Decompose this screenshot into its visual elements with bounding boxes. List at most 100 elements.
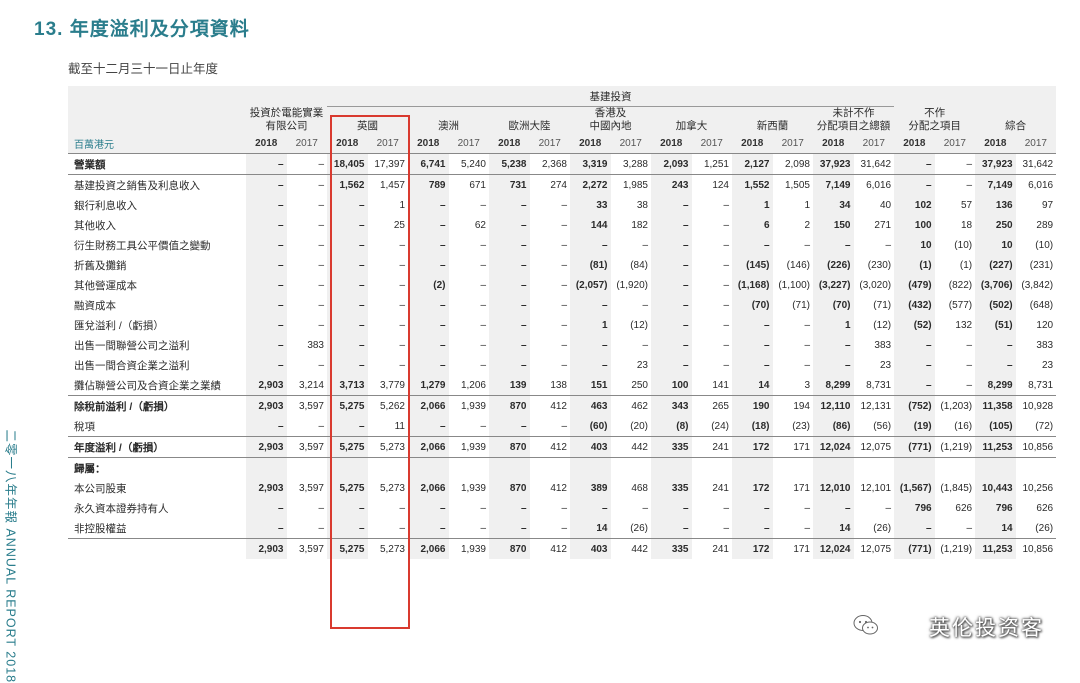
- watermark-text: 英伦投资客: [929, 617, 1044, 640]
- year-header: 2017: [286, 133, 327, 154]
- table-cell: –: [723, 219, 729, 231]
- table-cell: 14: [570, 518, 611, 539]
- table-cell: (26): [873, 522, 892, 534]
- table-cell: –: [732, 315, 773, 335]
- table-cell: [448, 457, 489, 478]
- table-cell: 626: [955, 502, 973, 514]
- table-cell: –: [408, 335, 449, 355]
- row-label: 除稅前溢利 /（虧損）: [68, 395, 246, 416]
- table-cell: 1,505: [772, 174, 813, 195]
- table-cell: [246, 457, 287, 478]
- table-cell: 31,642: [853, 153, 895, 175]
- table-cell: –: [489, 498, 530, 518]
- table-cell: –: [804, 522, 810, 534]
- table-cell: (226): [813, 255, 854, 275]
- table-cell: (1,920): [616, 279, 648, 291]
- table-cell: (26): [1035, 522, 1054, 534]
- table-cell: –: [246, 416, 287, 437]
- table-cell: –: [804, 239, 810, 251]
- table-cell: –: [408, 195, 449, 215]
- table-cell: –: [813, 335, 854, 355]
- table-cell: –: [327, 416, 368, 437]
- table-cell: [772, 457, 813, 478]
- table-cell: 5,273: [367, 436, 408, 458]
- table-cell: –: [651, 275, 692, 295]
- table-cell: 6,016: [853, 174, 895, 195]
- table-cell: 796: [975, 498, 1016, 518]
- table-cell: 40: [879, 199, 892, 211]
- table-cell: –: [408, 518, 449, 539]
- table-cell: –: [732, 235, 773, 255]
- table-cell: 12,110: [813, 395, 854, 416]
- table-row: 銀行利息收入 – – –1– – – –33 38– –1 1 34 40 102 57 136 97: [68, 195, 1056, 215]
- table-cell: –: [651, 335, 692, 355]
- table-cell: –: [246, 255, 287, 275]
- table-cell: 2,903: [246, 395, 287, 416]
- table-cell: –: [286, 153, 327, 175]
- table-cell: 144: [570, 215, 611, 235]
- table-cell: –: [246, 518, 287, 539]
- table-cell: 1,552: [732, 174, 773, 195]
- table-cell: 2,098: [772, 153, 813, 175]
- table-cell: –: [327, 355, 368, 375]
- table-cell: 1: [570, 315, 611, 335]
- table-cell: –: [723, 522, 729, 534]
- table-cell: –: [561, 339, 567, 351]
- table-cell: 250: [975, 215, 1016, 235]
- table-cell: –: [408, 255, 449, 275]
- table-year-header-row: 百萬港元 2018 2017 2018 2017 2018 2017 2018 2017 201…: [68, 133, 1057, 154]
- row-label: 銀行利息收入: [74, 199, 137, 212]
- table-cell: 8,731: [1028, 379, 1054, 391]
- table-cell: (23): [792, 420, 810, 432]
- table-cell: 3,597: [298, 482, 324, 494]
- table-cell: –: [246, 275, 287, 295]
- table-cell: –: [480, 319, 486, 331]
- table-cell: 2,127: [732, 153, 773, 175]
- row-label: 融資成本: [74, 299, 116, 312]
- table-cell: –: [561, 279, 567, 291]
- table-cell: 100: [651, 375, 692, 396]
- table-cell: 8,299: [975, 375, 1016, 396]
- table-cell: –: [723, 239, 729, 251]
- table-cell: –: [723, 279, 729, 291]
- table-row: 其他營運成本 – – – – (2) – – – (2,057) (1,920) – – (1,168)(…: [68, 275, 1056, 295]
- table-cell: (1,219): [934, 538, 976, 559]
- year-header: 2018: [570, 133, 611, 154]
- table-cell: 335: [651, 538, 692, 559]
- table-cell: 5,273: [379, 482, 405, 494]
- table-cell: 18,405: [327, 153, 368, 175]
- table-cell: (51): [975, 315, 1016, 335]
- table-cell: –: [723, 299, 729, 311]
- table-cell: [570, 457, 611, 478]
- table-cell: (2,057): [570, 275, 611, 295]
- table-cell: –: [399, 279, 405, 291]
- table-cell: [813, 457, 854, 478]
- year-header: 2017: [367, 133, 408, 154]
- table-cell: 1,251: [691, 153, 732, 175]
- table-cell: 57: [960, 199, 973, 211]
- table-cell: (70): [813, 295, 854, 315]
- table-cell: 12,075: [853, 538, 895, 559]
- row-label: 折舊及攤銷: [74, 259, 127, 272]
- table-cell: –: [813, 355, 854, 375]
- row-label: 攤佔聯營公司及合資企業之業績: [74, 379, 221, 392]
- table-cell: 11,253: [975, 538, 1016, 559]
- table-cell: 412: [529, 395, 570, 416]
- table-cell: –: [489, 355, 530, 375]
- column-header: 香港及 中國內地: [570, 106, 651, 133]
- table-cell: –: [561, 239, 567, 251]
- table-cell: –: [246, 335, 287, 355]
- table-cell: (502): [975, 295, 1016, 315]
- table-cell: 274: [529, 174, 570, 195]
- unit-label: 百萬港元: [68, 133, 246, 154]
- table-cell: (1,845): [940, 482, 973, 494]
- table-cell: 3,597: [286, 538, 327, 559]
- table-cell: 150: [813, 215, 854, 235]
- table-cell: (432): [894, 295, 935, 315]
- year-header: 2017: [1015, 133, 1057, 154]
- table-cell: (1,100): [778, 279, 810, 291]
- table-cell: –: [651, 235, 692, 255]
- table-cell: –: [408, 295, 449, 315]
- table-cell: 3,597: [286, 395, 327, 416]
- table-cell: 14: [813, 518, 854, 539]
